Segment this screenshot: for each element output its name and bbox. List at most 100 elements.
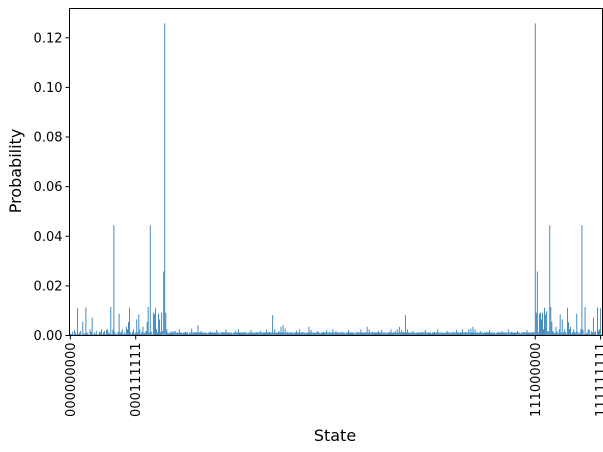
bar-state-362 [445,332,447,336]
bar-state-84 [157,332,158,336]
bar-state-468 [555,326,557,336]
bar-state-161 [237,332,238,336]
bar-state-234 [312,332,314,336]
bar-state-122 [196,332,198,336]
bar-state-162 [238,329,239,336]
bar-state-80 [152,312,154,336]
bar-state-172 [248,332,250,336]
bar-state-34 [105,334,107,336]
bar-state-120 [194,332,196,336]
bar-state-480 [568,322,569,336]
bar-state-403 [488,332,489,336]
bar-state-14 [84,334,86,336]
bar-state-182 [258,332,260,336]
bar-state-94 [167,332,169,336]
bar-state-222 [300,332,302,336]
bar-state-344 [426,332,428,336]
bar-state-484 [572,332,574,336]
bar-state-56 [128,322,129,336]
bar-state-374 [458,332,459,336]
x-tick-label: 000111111 [129,343,144,417]
bar-state-455 [542,312,543,336]
bar-state-255 [334,332,336,336]
bar-state-472 [559,314,561,336]
bar-state-163 [239,332,240,336]
bar-state-414 [499,332,501,336]
bar-state-475 [562,332,564,336]
bar-state-488 [576,313,578,336]
bar-state-218 [296,330,297,336]
bar-state-211 [288,332,290,336]
bar-state-252 [331,332,333,336]
bar-state-99 [172,331,174,336]
bar-state-314 [395,332,397,336]
plot-frame [69,8,603,336]
bar-state-489 [577,331,579,336]
bar-state-53 [124,333,126,336]
y-tick-label: 0.04 [34,230,63,245]
bar-state-171 [247,333,249,336]
y-tick-label: 0.02 [34,279,63,294]
bar-state-351 [434,331,435,336]
bar-state-263 [342,332,344,336]
bar-state-0 [69,333,71,336]
bar-state-355 [438,332,440,336]
bar-state-108 [181,333,183,336]
bar-state-46 [117,331,119,336]
bar-state-437 [523,331,525,336]
bar-state-330 [412,331,414,336]
bar-state-296 [377,332,378,336]
bar-state-345 [427,332,429,336]
bar-state-33 [104,331,105,336]
bar-state-336 [418,332,420,336]
bar-state-215 [293,333,294,336]
bar-state-324 [406,332,407,336]
bar-state-217 [295,332,296,336]
bar-state-105 [178,329,180,336]
bar-state-321 [403,331,404,336]
bar-state-361 [444,332,446,336]
bar-state-323 [405,315,406,336]
bar-state-9 [79,332,81,336]
bar-state-32 [103,332,104,336]
bar-state-404 [489,330,491,336]
bar-state-461 [548,331,550,336]
bar-state-447 [533,332,535,336]
bar-state-70 [142,326,144,336]
bar-state-275 [355,332,357,336]
bar-state-306 [387,332,389,336]
bar-state-392 [476,332,478,336]
bar-state-487 [575,332,577,336]
bar-state-69 [141,331,143,336]
bar-state-509 [598,330,599,336]
bar-state-498 [586,332,588,336]
bar-state-271 [351,332,352,336]
bar-state-354 [437,329,439,336]
bar-state-148 [223,332,225,336]
bar-state-75 [147,306,149,336]
bar-state-426 [512,332,513,336]
bar-state-456 [543,329,544,336]
bar-state-443 [529,332,531,336]
bar-state-173 [249,332,251,336]
bar-state-294 [375,332,376,336]
bar-state-205 [282,325,284,336]
bar-state-37 [108,332,110,336]
bar-state-160 [235,332,237,336]
bar-state-438 [524,332,526,336]
bar-state-299 [380,332,382,336]
bar-state-429 [515,332,516,336]
bar-state-400 [485,332,486,336]
bar-state-216 [294,332,295,336]
bar-state-127 [201,332,203,336]
bar-state-483 [571,333,572,336]
bar-state-331 [413,332,415,336]
bar-state-109 [183,332,184,336]
bar-state-2 [71,331,73,336]
bar-state-246 [325,332,327,336]
bar-state-249 [328,332,330,336]
bar-state-327 [409,332,411,336]
bar-state-181 [257,332,259,336]
bar-state-469 [556,331,558,336]
bar-state-87 [160,331,162,336]
